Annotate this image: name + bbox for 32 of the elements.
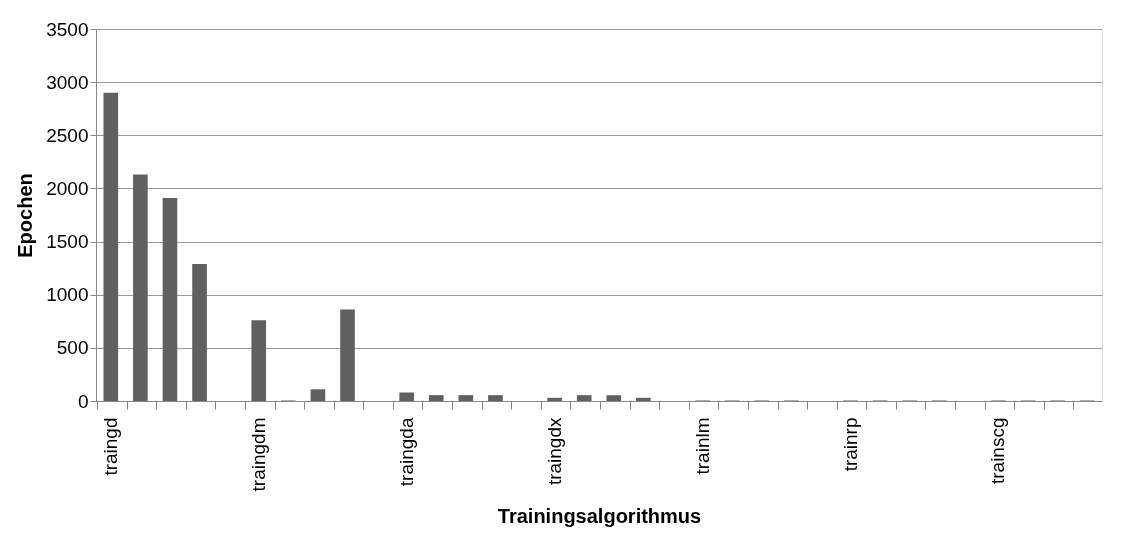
- bar: [399, 392, 414, 401]
- y-axis-title: Epochen: [14, 173, 37, 258]
- y-tick-label: 1500: [46, 231, 89, 253]
- bar: [428, 395, 444, 401]
- y-tick-label: 3500: [46, 18, 89, 40]
- y-tick-label: 2500: [46, 124, 89, 146]
- y-tick-label: 1000: [46, 284, 89, 306]
- bar: [192, 263, 207, 401]
- bar: [103, 92, 119, 401]
- y-tick-label: 500: [56, 337, 89, 359]
- bar: [636, 397, 651, 401]
- bar: [606, 395, 622, 401]
- bar: [458, 395, 474, 401]
- x-tick-label: trainrp: [839, 417, 861, 472]
- x-tick-label: traingd: [99, 417, 121, 476]
- x-tick-label: traingdx: [543, 417, 565, 486]
- bar: [576, 395, 592, 401]
- x-tick-label: trainscg: [987, 417, 1009, 485]
- y-tick-label: 3000: [46, 71, 89, 93]
- bar: [251, 320, 267, 401]
- bar: [488, 395, 503, 401]
- bar: [547, 397, 562, 401]
- bar: [162, 197, 178, 401]
- x-axis-title: Trainingsalgorithmus: [497, 505, 702, 528]
- y-tick-label: 0: [77, 390, 89, 412]
- x-tick-label: trainlm: [691, 417, 713, 475]
- bar: [310, 389, 326, 401]
- bar: [133, 174, 148, 401]
- x-tick-label: traingda: [395, 417, 417, 487]
- y-tick-label: 2000: [46, 177, 89, 199]
- bar: [340, 309, 355, 401]
- x-tick-label: traingdm: [247, 417, 269, 492]
